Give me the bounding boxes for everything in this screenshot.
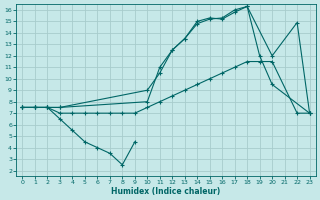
X-axis label: Humidex (Indice chaleur): Humidex (Indice chaleur) <box>111 187 221 196</box>
